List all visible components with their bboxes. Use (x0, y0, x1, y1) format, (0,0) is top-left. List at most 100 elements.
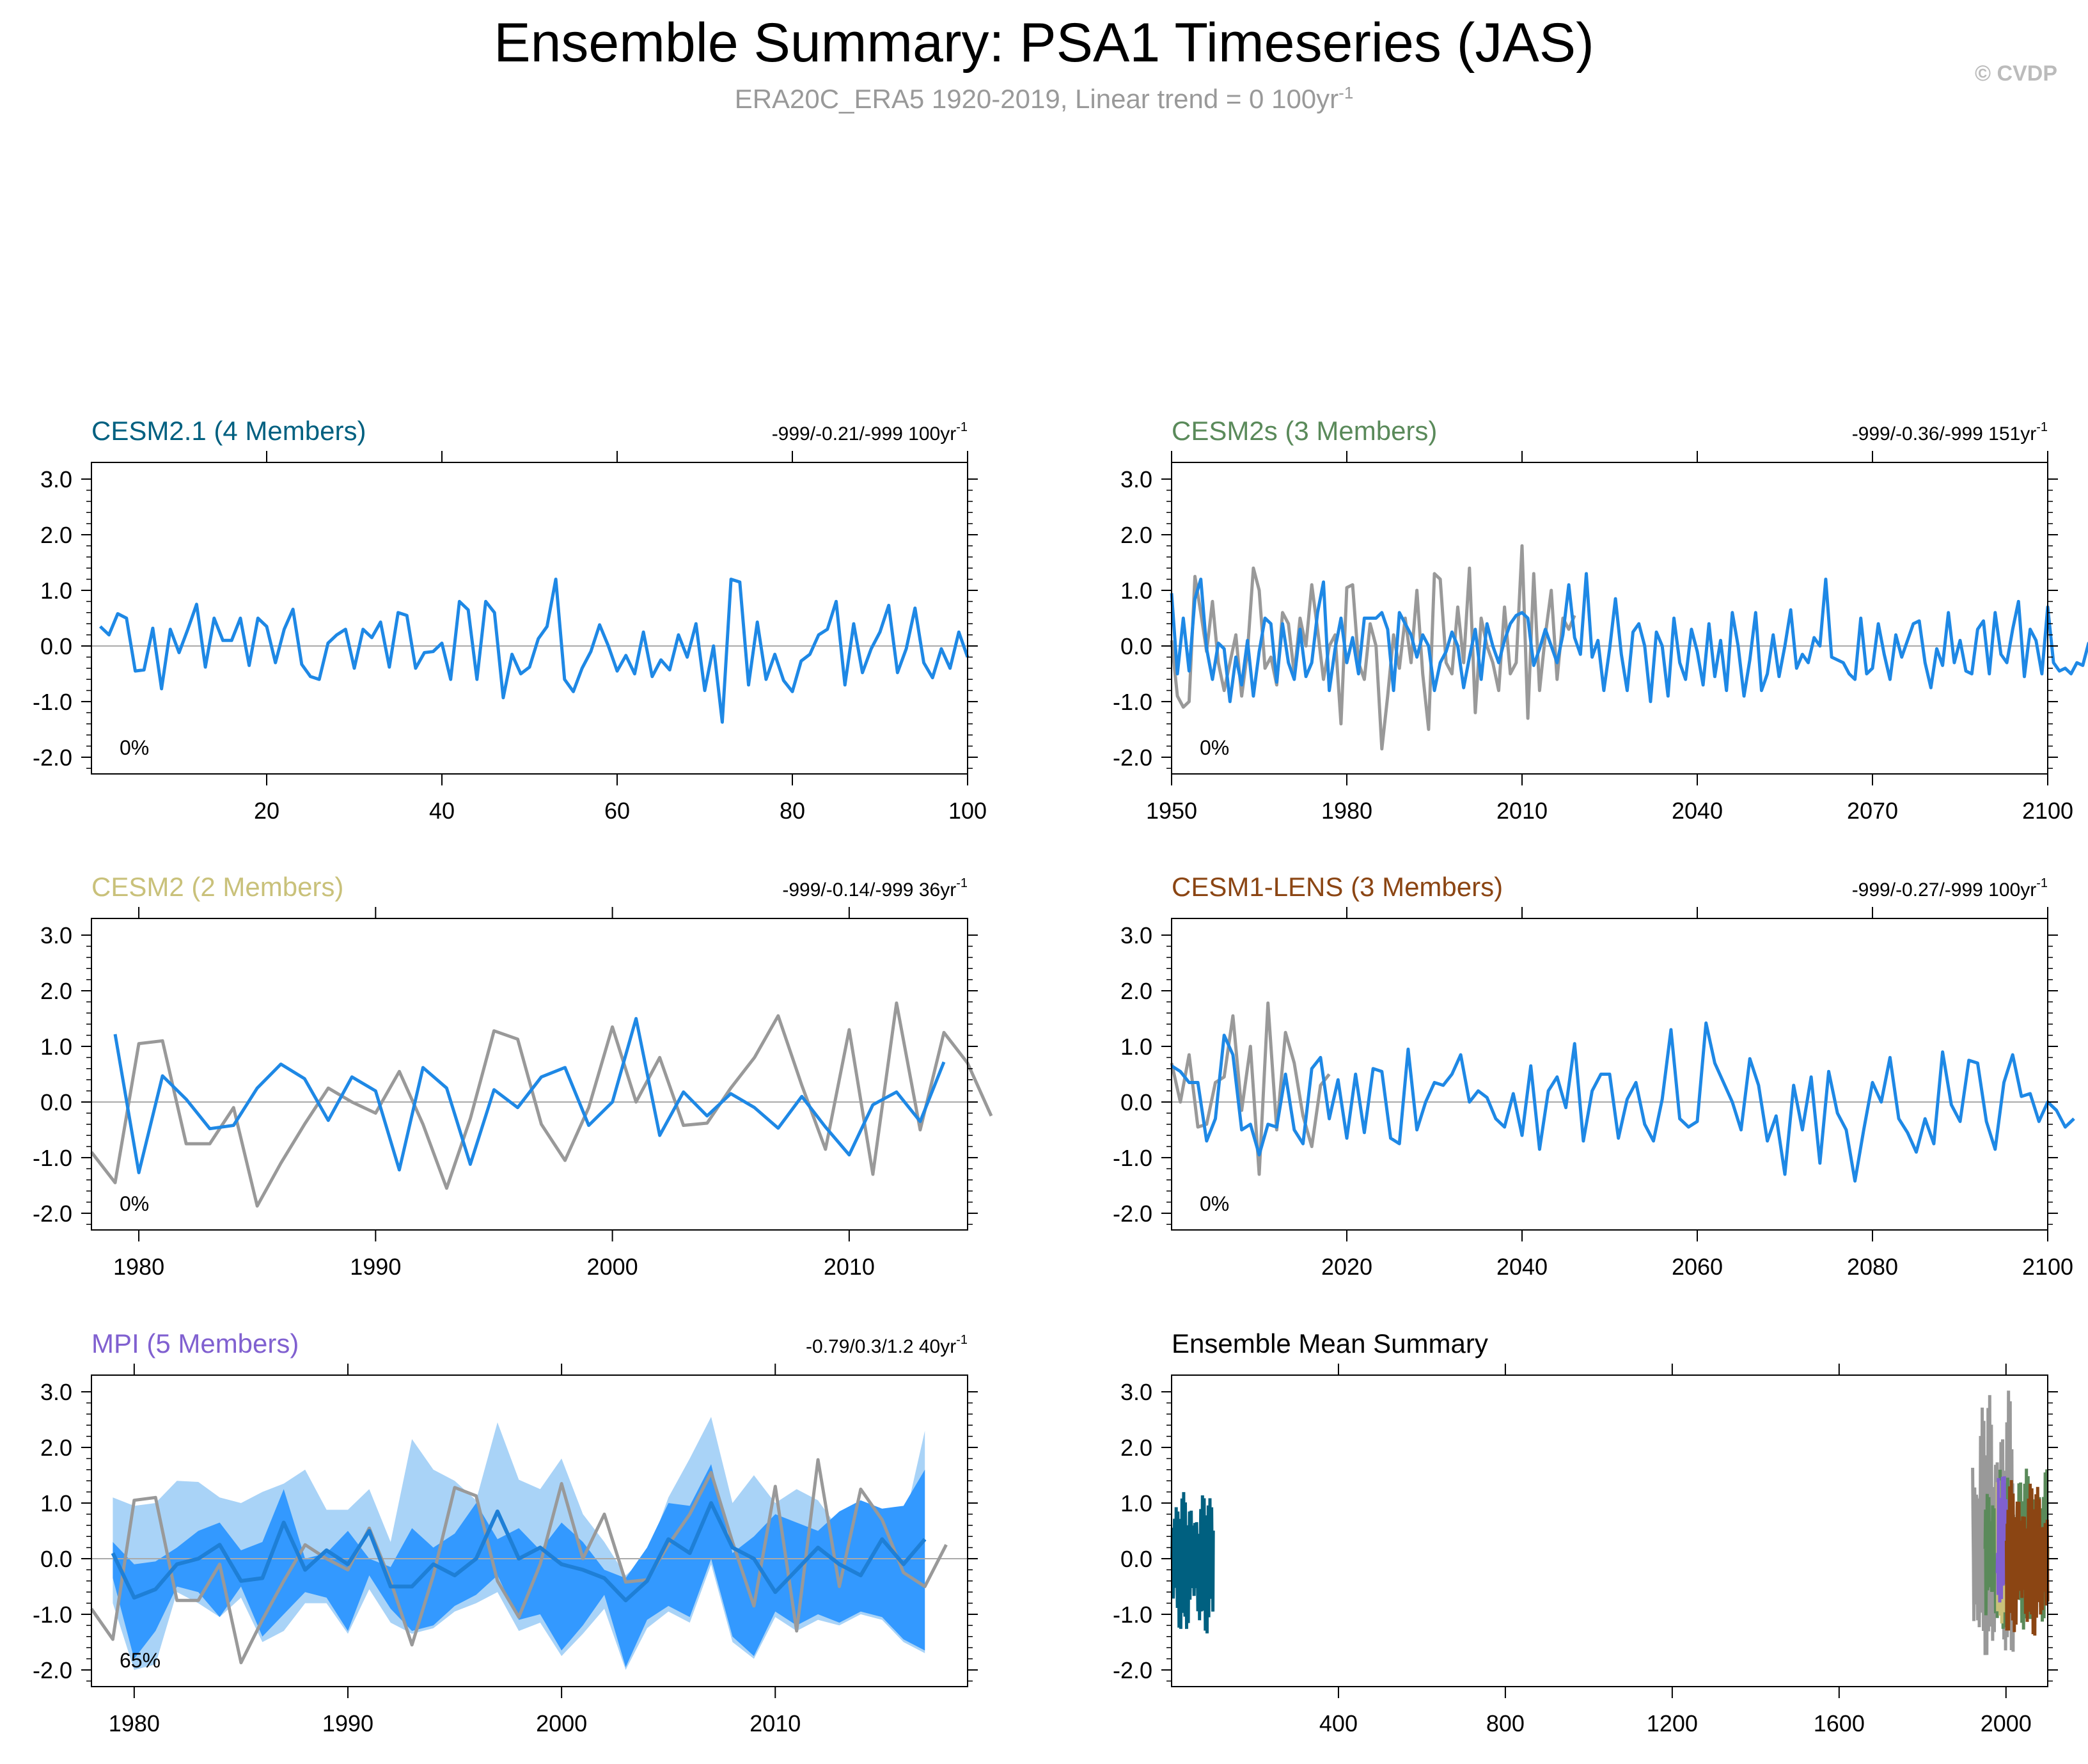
x-tick-label: 2000 (1981, 1710, 2032, 1736)
x-tick-label: 1980 (113, 1254, 164, 1280)
x-tick-label: 2070 (1847, 798, 1898, 824)
percent-label: 0% (1200, 736, 1229, 759)
y-tick-label: 2.0 (40, 978, 72, 1004)
page-title: Ensemble Summary: PSA1 Timeseries (JAS) (494, 12, 1594, 74)
trend-label: -0.79/0.3/1.2 40yr-1 (806, 1333, 968, 1357)
y-tick-label: -1.0 (33, 1602, 72, 1628)
subtitle-superscript: -1 (1338, 83, 1354, 102)
x-tick-label: 1600 (1814, 1710, 1865, 1736)
x-tick-label: 60 (604, 798, 630, 824)
y-tick-label: 1.0 (1120, 578, 1152, 604)
x-tick-label: 2080 (1847, 1254, 1898, 1280)
series-line-ensemble_mean (111, 1501, 927, 1603)
x-tick-label: 2000 (587, 1254, 638, 1280)
x-tick-label: 2040 (1672, 798, 1723, 824)
x-tick-label: 1980 (109, 1710, 160, 1736)
y-tick-label: -1.0 (1113, 689, 1152, 715)
trend-superscript: -1 (956, 420, 968, 434)
x-tick-label: 2010 (824, 1254, 875, 1280)
subtitle-text: ERA20C_ERA5 1920-2019, Linear trend = 0 … (734, 84, 1339, 114)
x-tick-label: 1200 (1647, 1710, 1698, 1736)
y-tick-label: 0.0 (40, 633, 72, 659)
y-tick-label: 1.0 (40, 578, 72, 604)
chart-title: CESM2.1 (4 Members) (91, 416, 366, 446)
x-tick-label: 100 (948, 798, 987, 824)
x-tick-label: 2040 (1496, 1254, 1548, 1280)
summary-trace-cesm1lens (2004, 1480, 2050, 1636)
x-tick-label: 40 (429, 798, 455, 824)
percent-label: 0% (120, 1192, 149, 1215)
x-tick-label: 20 (254, 798, 279, 824)
y-tick-label: -1.0 (1113, 1145, 1152, 1171)
x-tick-label: 2000 (536, 1710, 587, 1736)
trend-superscript: -1 (2036, 420, 2048, 434)
chart-title: CESM1-LENS (3 Members) (1172, 872, 1503, 902)
y-tick-label: -2.0 (1113, 1657, 1152, 1683)
page-subtitle: ERA20C_ERA5 1920-2019, Linear trend = 0 … (0, 83, 2088, 114)
y-tick-label: 0.0 (1120, 1089, 1152, 1115)
chart-title: MPI (5 Members) (91, 1328, 299, 1358)
series-line-observed (1170, 1001, 1331, 1176)
y-tick-label: -1.0 (33, 1145, 72, 1171)
y-tick-label: 3.0 (40, 466, 72, 492)
y-tick-label: 0.0 (1120, 1546, 1152, 1572)
series-line-model (1170, 572, 2088, 704)
y-tick-label: 1.0 (40, 1490, 72, 1516)
x-tick-label: 80 (780, 798, 805, 824)
y-tick-label: -2.0 (33, 744, 72, 771)
series-line-model (113, 1017, 946, 1174)
y-tick-label: 0.0 (40, 1546, 72, 1572)
y-tick-label: 2.0 (40, 522, 72, 548)
x-tick-label: 2060 (1672, 1254, 1723, 1280)
trend-value: -999/-0.14/-999 36yr (782, 879, 956, 901)
trend-value: -999/-0.27/-999 100yr (1852, 879, 2037, 901)
trend-superscript: -1 (2036, 876, 2048, 890)
y-tick-label: 3.0 (1120, 922, 1152, 949)
summary-trace-cesm21 (1170, 1492, 1215, 1634)
cvdp-watermark: © CVDP (1975, 61, 2057, 86)
plot-frame (91, 462, 968, 775)
y-tick-label: 0.0 (1120, 633, 1152, 659)
y-tick-label: 3.0 (1120, 466, 1152, 492)
plot-frame (1171, 918, 2048, 1231)
percent-label: 0% (1200, 1192, 1229, 1215)
x-tick-label: 1990 (350, 1254, 401, 1280)
trend-superscript: -1 (956, 876, 968, 890)
y-tick-label: 3.0 (1120, 1379, 1152, 1405)
y-tick-label: 3.0 (40, 922, 72, 949)
ensemble-spread-inner (113, 1464, 925, 1667)
series-line-model (1170, 1021, 2075, 1183)
x-tick-label: 400 (1319, 1710, 1358, 1736)
y-tick-label: -2.0 (1113, 1201, 1152, 1227)
percent-label: 0% (120, 736, 149, 759)
y-tick-label: -2.0 (33, 1657, 72, 1683)
plot-frame (91, 1374, 968, 1687)
y-tick-label: 1.0 (1120, 1490, 1152, 1516)
x-tick-label: 2010 (750, 1710, 801, 1736)
trend-label: -999/-0.27/-999 100yr-1 (1852, 876, 2048, 901)
chart-title: Ensemble Mean Summary (1172, 1328, 1488, 1358)
y-tick-label: 1.0 (1120, 1034, 1152, 1060)
series-line-model (98, 578, 969, 724)
plot-frame (1171, 1374, 2048, 1687)
x-tick-label: 2100 (2022, 1254, 2073, 1280)
y-tick-label: -1.0 (33, 689, 72, 715)
x-tick-label: 2100 (2022, 798, 2073, 824)
series-line-observed (90, 1001, 993, 1208)
trend-label: -999/-0.14/-999 36yr-1 (782, 876, 968, 901)
x-tick-label: 2010 (1496, 798, 1548, 824)
x-tick-label: 1980 (1321, 798, 1372, 824)
trend-value: -999/-0.36/-999 151yr (1852, 423, 2037, 445)
percent-label: 65% (120, 1649, 161, 1672)
chart-title: CESM2s (3 Members) (1172, 416, 1437, 446)
chart-title: CESM2 (2 Members) (91, 872, 343, 902)
y-tick-label: 2.0 (40, 1435, 72, 1461)
plot-frame (1171, 462, 2048, 775)
trend-value: -999/-0.21/-999 100yr (772, 423, 957, 445)
trend-label: -999/-0.21/-999 100yr-1 (772, 420, 968, 445)
y-tick-label: 1.0 (40, 1034, 72, 1060)
trend-value: -0.79/0.3/1.2 40yr (806, 1336, 956, 1357)
y-tick-label: -2.0 (33, 1201, 72, 1227)
y-tick-label: -2.0 (1113, 744, 1152, 771)
plot-frame (91, 918, 968, 1231)
